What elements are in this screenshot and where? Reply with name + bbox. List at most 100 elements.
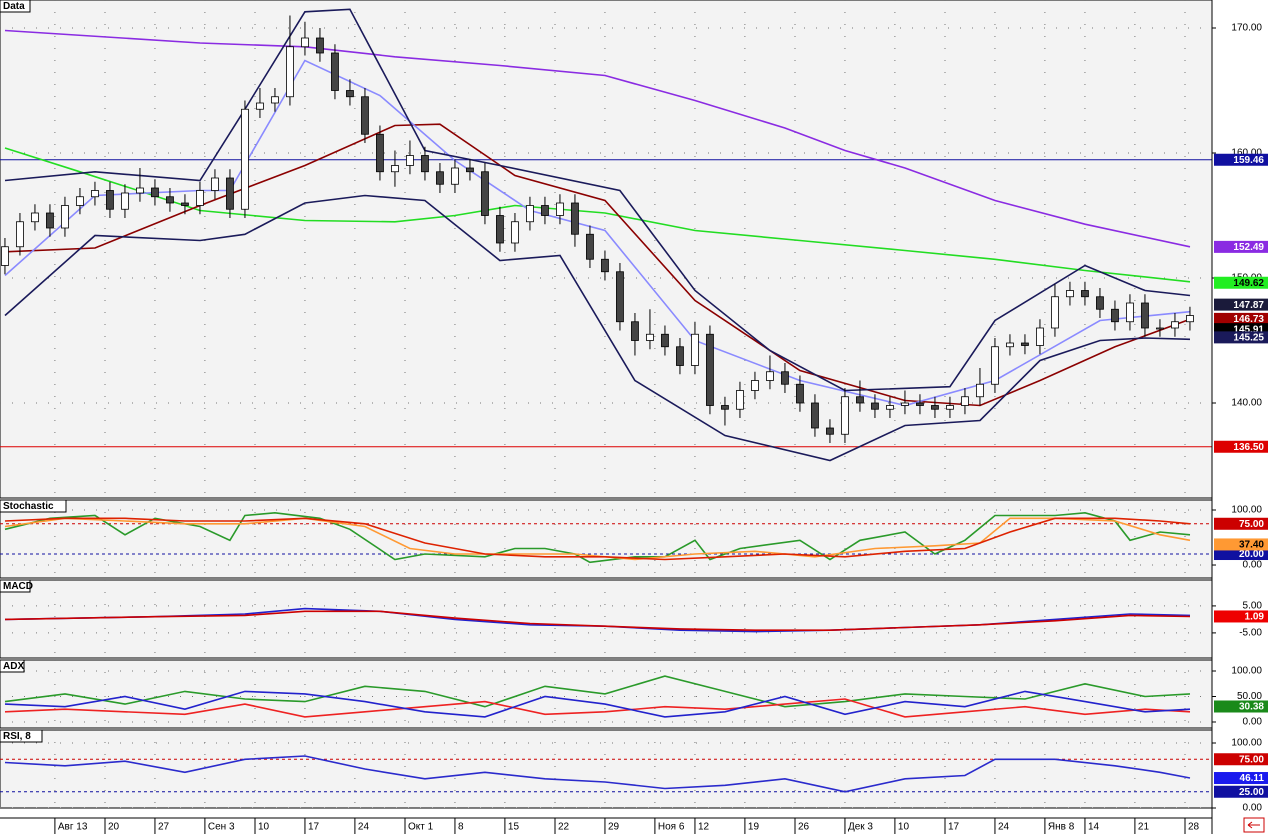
candle-body (481, 171, 489, 216)
price-label-box (1214, 440, 1268, 453)
candle-body (901, 402, 909, 406)
price-label-box (1214, 772, 1268, 785)
candle-body (256, 102, 264, 110)
candle-body (961, 396, 969, 406)
y-tick-label: 140.00 (1231, 398, 1262, 409)
panel-title-box (0, 499, 67, 513)
y-tick-label: 100.00 (1231, 666, 1262, 677)
x-tick-label: 15 (508, 822, 520, 833)
candle-body (1141, 302, 1149, 329)
panel-title: RSI, 8 (3, 731, 31, 742)
price-label-box (1214, 276, 1268, 289)
y-tick-label: -5.00 (1239, 628, 1262, 639)
price-label-box (1214, 331, 1268, 344)
price-label: 20.00 (1239, 549, 1264, 560)
candle-body (1006, 342, 1014, 348)
price-label: 147.87 (1233, 300, 1264, 311)
candle-body (571, 202, 579, 235)
panel-content (0, 580, 1212, 658)
price-label: 46.11 (1240, 773, 1265, 784)
price-label-box (1214, 538, 1268, 551)
candle-body (121, 192, 129, 210)
candle-body (331, 52, 339, 91)
y-tick-label: 160.00 (1231, 148, 1262, 159)
series-line (4, 675, 1191, 708)
candle-body (466, 167, 474, 173)
x-tick-label: 20 (108, 822, 120, 833)
panel-title: Stochastic (3, 501, 54, 512)
candle-body (526, 205, 534, 223)
price-label-box (1214, 240, 1268, 253)
candle-body (811, 402, 819, 429)
price-label: 152.49 (1233, 242, 1264, 253)
x-tick-label: Янв 8 (1048, 822, 1075, 833)
x-tick-label: Ноя 6 (658, 822, 685, 833)
candle-body (691, 333, 699, 366)
price-label: 136.50 (1233, 442, 1264, 453)
candle-body (226, 177, 234, 210)
price-label-box (1214, 700, 1268, 713)
y-tick-label: 5.00 (1243, 601, 1263, 612)
candle-body (661, 333, 669, 348)
candle-body (766, 371, 774, 381)
candle-body (721, 405, 729, 410)
x-tick-label: 8 (458, 822, 464, 833)
x-tick-label: Авг 13 (58, 822, 88, 833)
x-tick-label: Окт 1 (408, 822, 434, 833)
y-tick-label: 50.00 (1237, 691, 1262, 702)
price-label-box (1214, 785, 1268, 798)
price-label: 1.09 (1245, 612, 1265, 623)
candle-body (676, 346, 684, 366)
candle-body (496, 215, 504, 244)
x-tick-label: 28 (1188, 822, 1200, 833)
candle-body (841, 396, 849, 435)
series-line (4, 517, 1191, 561)
price-label-box (1214, 298, 1268, 311)
panel (0, 0, 1213, 499)
x-tick-label: 24 (358, 822, 370, 833)
candle-body (1171, 321, 1179, 329)
price-label-box (1214, 548, 1268, 561)
candle-body (421, 155, 429, 173)
candle-body (976, 383, 984, 398)
candle-body (556, 202, 564, 216)
y-tick-label: 100.00 (1231, 738, 1262, 749)
x-tick-label: 17 (948, 822, 960, 833)
x-tick-label: 19 (748, 822, 760, 833)
price-label: 145.91 (1233, 324, 1264, 335)
x-tick-label: 17 (308, 822, 320, 833)
series-line (4, 517, 1191, 561)
y-tick-label: 0.00 (1243, 717, 1263, 728)
candle-body (61, 205, 69, 229)
price-label: 30.38 (1239, 702, 1264, 713)
panel-content (0, 500, 1212, 578)
candle-body (916, 402, 924, 406)
candle-body (166, 196, 174, 204)
panel (0, 729, 1213, 809)
x-tick-label: 29 (608, 822, 620, 833)
y-tick-label: 170.00 (1231, 23, 1262, 34)
y-tick-label: 0.00 (1243, 560, 1263, 571)
candle-body (601, 258, 609, 273)
panel-title-box (0, 579, 31, 593)
x-tick-label: 10 (258, 822, 270, 833)
candle-body (991, 346, 999, 385)
candle-body (91, 190, 99, 198)
candle-body (736, 390, 744, 410)
series-line (4, 690, 1191, 718)
candle-body (196, 190, 204, 206)
candle-body (106, 190, 114, 210)
candle-body (1, 246, 9, 266)
x-tick-label: 10 (898, 822, 910, 833)
panel (0, 499, 1213, 579)
candle-body (301, 37, 309, 48)
panel-title-box (0, 729, 43, 743)
price-label: 145.25 (1233, 333, 1264, 344)
price-label: 75.00 (1239, 754, 1264, 765)
candle-body (271, 96, 279, 104)
series-line (4, 511, 1191, 564)
price-label-box (1214, 753, 1268, 766)
candle-body (211, 177, 219, 191)
candle-body (181, 202, 189, 206)
candle-body (616, 271, 624, 323)
